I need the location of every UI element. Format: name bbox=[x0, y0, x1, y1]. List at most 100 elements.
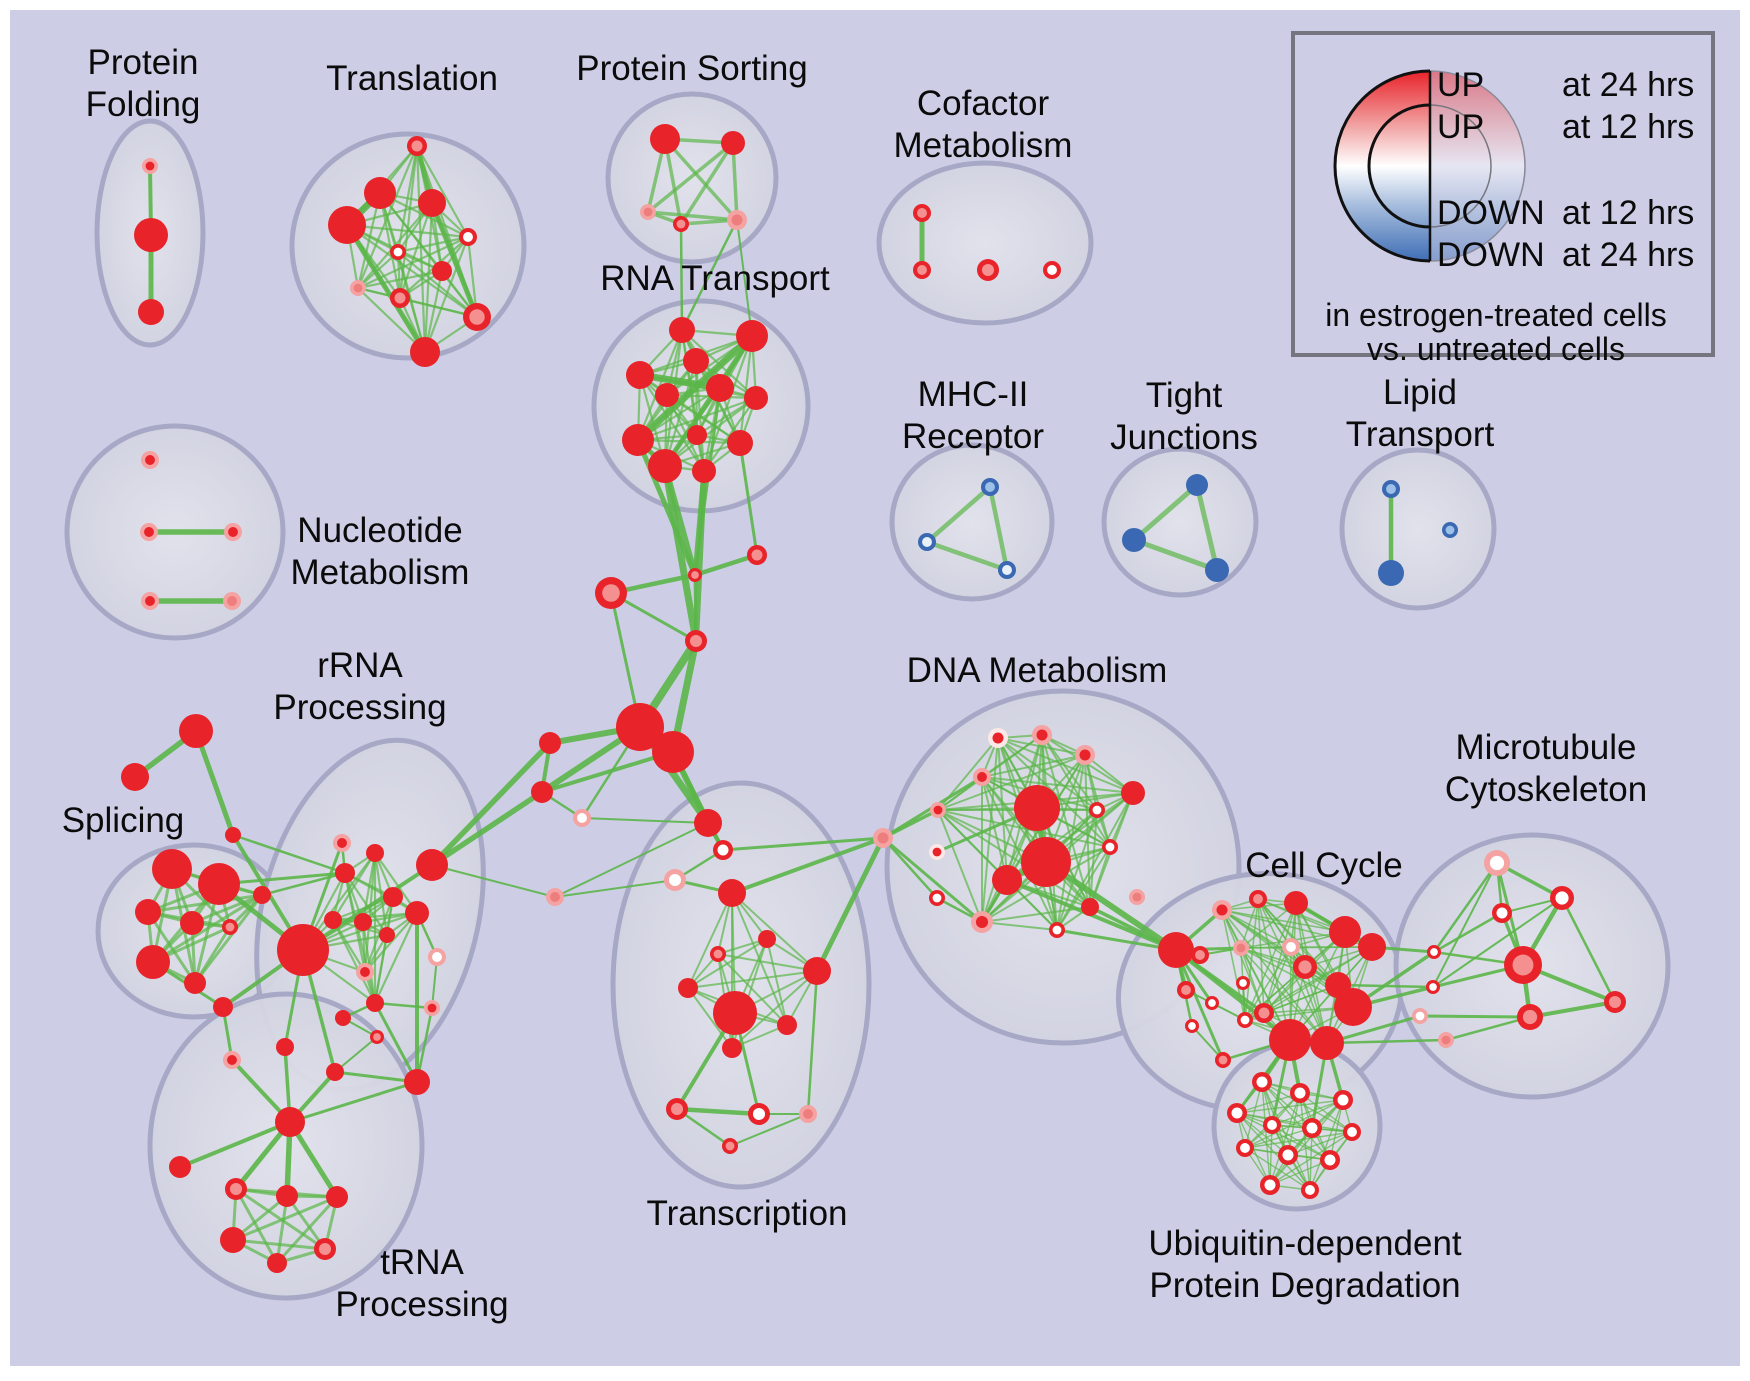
node-ring-24hr bbox=[432, 261, 452, 281]
legend-time-label: at 24 hrs bbox=[1562, 236, 1694, 274]
network-edge bbox=[717, 953, 818, 972]
network-edge bbox=[687, 970, 818, 989]
network-edge bbox=[260, 871, 347, 897]
node-core-12hr bbox=[725, 1141, 735, 1151]
network-node bbox=[140, 523, 158, 541]
node-core-12hr bbox=[1415, 1011, 1425, 1021]
network-node bbox=[184, 972, 206, 994]
network-node bbox=[1302, 1118, 1322, 1138]
node-core-12hr bbox=[643, 207, 653, 217]
network-node bbox=[777, 1015, 797, 1035]
network-node bbox=[973, 768, 991, 786]
node-core-12hr bbox=[877, 832, 889, 844]
network-edge bbox=[1309, 1099, 1344, 1191]
network-node bbox=[685, 630, 707, 652]
node-core-12hr bbox=[1305, 1185, 1315, 1195]
legend-time-label: at 12 hrs bbox=[1562, 194, 1694, 232]
node-core-12hr bbox=[427, 1003, 437, 1013]
node-core-12hr bbox=[432, 952, 442, 962]
node-core-12hr bbox=[717, 844, 729, 856]
network-edge bbox=[729, 1113, 809, 1147]
node-ring-24hr bbox=[1325, 972, 1351, 998]
network-node bbox=[721, 131, 745, 155]
cluster-label-rrna-processing: rRNA bbox=[317, 646, 403, 685]
network-node bbox=[379, 927, 395, 943]
network-edge bbox=[1131, 482, 1200, 543]
network-node bbox=[981, 478, 999, 496]
network-node bbox=[390, 288, 410, 308]
cluster-label-trna-processing: tRNA bbox=[380, 1243, 464, 1282]
network-node bbox=[918, 533, 936, 551]
cluster-label-tight-junctions: Junctions bbox=[1110, 418, 1258, 457]
network-node bbox=[694, 809, 722, 837]
network-edge bbox=[663, 137, 739, 222]
network-node bbox=[1089, 802, 1105, 818]
network-edge bbox=[738, 334, 754, 445]
network-node bbox=[718, 879, 746, 907]
node-ring-24hr bbox=[326, 1186, 348, 1208]
network-node bbox=[546, 888, 564, 906]
network-node bbox=[648, 449, 682, 483]
network-edge bbox=[331, 918, 377, 1005]
network-edge bbox=[1263, 902, 1297, 1014]
network-edge bbox=[981, 754, 1086, 778]
node-ring-24hr bbox=[324, 911, 342, 929]
network-node bbox=[650, 124, 680, 154]
network-node bbox=[713, 840, 733, 860]
node-core-12hr bbox=[463, 232, 473, 242]
network-edge bbox=[373, 1001, 434, 1010]
network-edge bbox=[1244, 946, 1292, 1021]
node-ring-24hr bbox=[1205, 558, 1229, 582]
node-core-12hr bbox=[393, 247, 403, 257]
network-nodes bbox=[121, 124, 1626, 1273]
network-edge bbox=[190, 893, 264, 925]
network-edge bbox=[881, 836, 939, 900]
node-core-12hr bbox=[577, 813, 587, 823]
cluster-ellipse-tight-junctions bbox=[1101, 446, 1259, 598]
node-ring-24hr bbox=[718, 879, 746, 907]
node-core-12hr bbox=[1181, 985, 1191, 995]
network-edge bbox=[814, 835, 886, 974]
node-ring-24hr bbox=[1358, 933, 1386, 961]
network-node bbox=[366, 994, 384, 1012]
network-edge bbox=[146, 910, 197, 985]
network-node bbox=[1122, 528, 1146, 552]
node-ring-24hr bbox=[539, 732, 561, 754]
node-ring-24hr bbox=[1329, 916, 1361, 948]
network-node bbox=[333, 834, 351, 852]
node-ring-24hr bbox=[722, 1038, 742, 1058]
network-edge bbox=[687, 987, 733, 1049]
node-ring-24hr bbox=[1158, 932, 1194, 968]
network-node bbox=[971, 911, 993, 933]
node-ring-24hr bbox=[713, 991, 757, 1035]
node-core-12hr bbox=[1052, 925, 1062, 935]
network-edge bbox=[981, 776, 1134, 794]
network-edge bbox=[1269, 1124, 1273, 1186]
network-node bbox=[595, 577, 627, 609]
network-node bbox=[1075, 745, 1095, 765]
network-node bbox=[370, 1030, 384, 1044]
network-edge bbox=[396, 250, 479, 319]
node-ring-24hr bbox=[135, 899, 161, 925]
network-node bbox=[531, 781, 553, 803]
network-edge bbox=[178, 1120, 292, 1169]
network-node bbox=[722, 1038, 742, 1058]
network-edge bbox=[1236, 1092, 1301, 1114]
network-node bbox=[432, 261, 452, 281]
node-ring-24hr bbox=[1334, 988, 1372, 1026]
network-edge bbox=[345, 223, 470, 239]
network-edge bbox=[738, 441, 759, 557]
network-node bbox=[727, 430, 753, 456]
network-edge bbox=[1236, 1112, 1353, 1133]
network-edge bbox=[288, 1080, 419, 1124]
network-node bbox=[1293, 955, 1317, 979]
network-node bbox=[1426, 980, 1440, 994]
node-core-12hr bbox=[922, 537, 932, 547]
network-node bbox=[929, 890, 945, 906]
network-edge bbox=[275, 1195, 339, 1265]
node-ring-24hr bbox=[1310, 1026, 1344, 1060]
network-node bbox=[275, 1107, 305, 1137]
network-node bbox=[459, 228, 477, 246]
network-node bbox=[152, 849, 192, 889]
